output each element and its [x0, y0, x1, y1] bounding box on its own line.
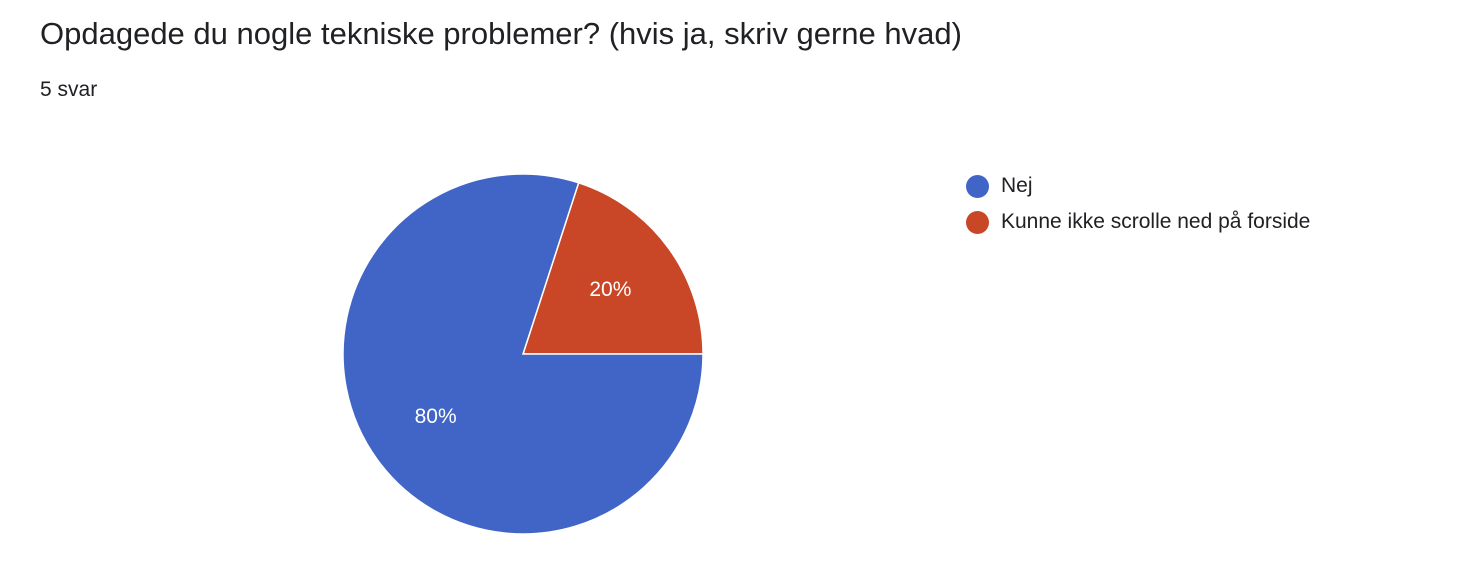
chart-legend: Nej Kunne ikke scrolle ned på forside	[966, 168, 1310, 240]
legend-item-kunne-ikke-scrolle[interactable]: Kunne ikke scrolle ned på forside	[966, 204, 1310, 240]
legend-swatch-kunne-ikke-scrolle	[966, 210, 989, 234]
legend-item-nej[interactable]: Nej	[966, 168, 1310, 204]
legend-swatch-nej	[966, 174, 989, 198]
pie-slice-1[interactable]	[521, 181, 704, 355]
pie-slice-0[interactable]	[342, 173, 704, 535]
question-title: Opdagede du nogle tekniske problemer? (h…	[40, 16, 962, 51]
slice-label-0: 80%	[415, 405, 457, 428]
legend-label-nej: Nej	[1001, 174, 1033, 197]
slice-label-1: 20%	[589, 278, 631, 301]
legend-label-kunne-ikke-scrolle: Kunne ikke scrolle ned på forside	[1001, 210, 1311, 233]
response-count: 5 svar	[40, 78, 98, 101]
